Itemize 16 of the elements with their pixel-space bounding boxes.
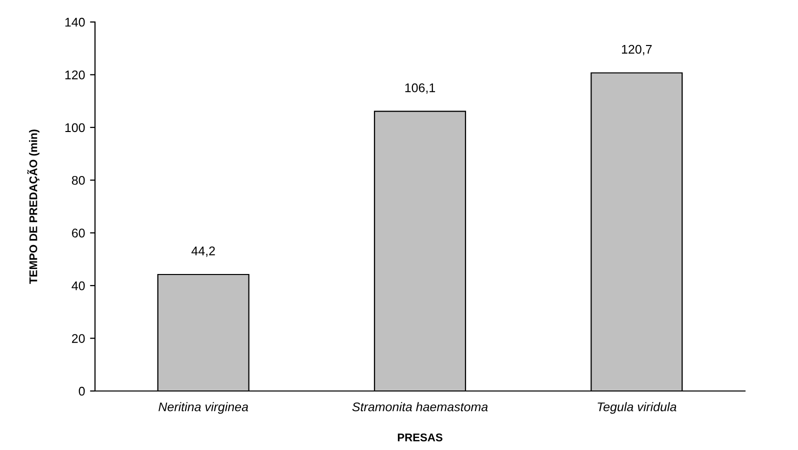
y-tick-label: 20 bbox=[72, 334, 85, 343]
x-tick-label: Tegula viridula bbox=[598, 402, 676, 414]
y-axis-title: TEMPO DE PREDAÇÃO (min) bbox=[27, 130, 40, 284]
x-tick-label: Neritina virginea bbox=[158, 402, 248, 414]
y-tick-label: 120 bbox=[65, 70, 85, 80]
x-tick-label: Stramonita haemastoma bbox=[352, 402, 488, 412]
y-tick-label: 60 bbox=[72, 228, 85, 238]
y-tick-label: 40 bbox=[72, 281, 85, 290]
y-tick-label: 80 bbox=[72, 176, 85, 185]
data-label: 106,1 bbox=[405, 83, 436, 94]
y-tick-label: 100 bbox=[65, 123, 85, 132]
x-axis-title: PRESAS bbox=[398, 434, 442, 442]
data-label: 44,2 bbox=[191, 246, 215, 257]
data-label: 120,7 bbox=[622, 44, 652, 56]
y-tick-label: 140 bbox=[65, 18, 85, 27]
y-tick-label: 0 bbox=[78, 386, 85, 396]
